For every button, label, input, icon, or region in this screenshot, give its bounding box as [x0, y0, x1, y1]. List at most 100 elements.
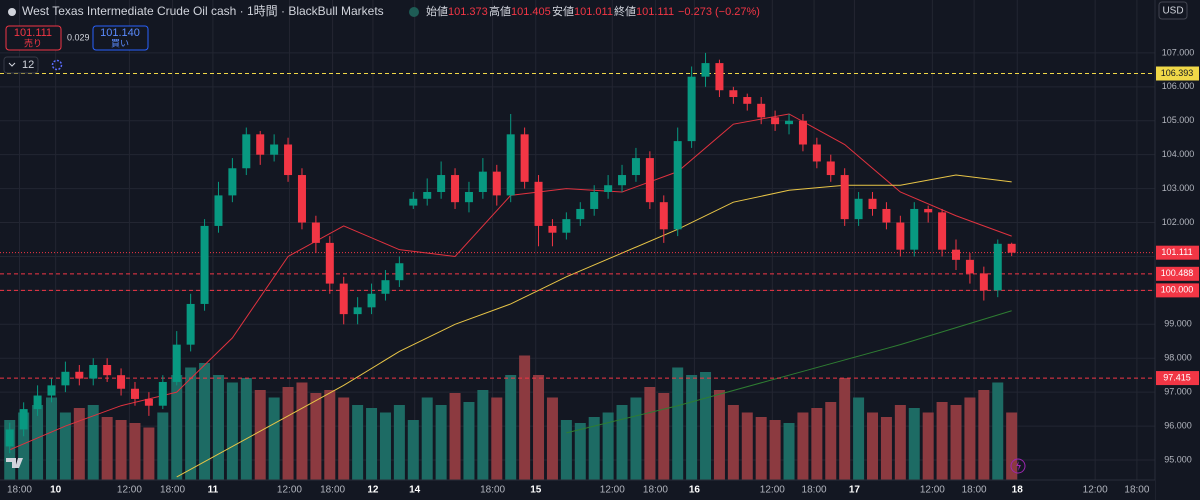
price-tag	[1156, 371, 1199, 386]
candle-body	[61, 371, 70, 386]
currency-button[interactable]	[1158, 1, 1188, 20]
volume-bar	[783, 423, 795, 480]
candle-body	[367, 293, 376, 308]
chart-title: West Texas Intermediate Crude Oil cash ·…	[22, 4, 384, 18]
y-tick-label: 103.000	[1162, 183, 1195, 193]
volume-bar	[727, 405, 739, 480]
candle-body	[47, 385, 56, 396]
candle-body	[826, 161, 835, 176]
volume-bar	[1006, 412, 1018, 480]
volume-bar	[407, 420, 419, 480]
candle-body	[228, 168, 237, 196]
candle-body	[506, 134, 515, 196]
bolt-icon	[1016, 461, 1021, 471]
x-tick-label: 18:00	[7, 485, 32, 496]
volume-bar	[366, 408, 378, 480]
candle-body	[117, 375, 126, 389]
volume-bar	[574, 423, 586, 480]
volume-bar	[964, 397, 976, 480]
high-label: 高値	[489, 4, 511, 18]
candle-body	[618, 175, 627, 186]
candle-body	[757, 103, 766, 118]
x-tick-label: 12:00	[920, 485, 945, 496]
x-tick-label: 12:00	[760, 485, 785, 496]
y-tick-label: 97.000	[1164, 387, 1192, 397]
candle-body	[103, 365, 112, 376]
volume-bar	[185, 367, 197, 480]
volume-bar	[45, 397, 57, 480]
candle-body	[395, 263, 404, 281]
candle-body	[464, 192, 473, 203]
volume-bar	[212, 375, 224, 480]
status-dot	[409, 7, 419, 17]
candle-body	[604, 185, 613, 192]
volume-bar	[797, 412, 809, 480]
volume-bar	[602, 412, 614, 480]
volume-bar	[630, 397, 642, 480]
candle-body	[492, 171, 501, 196]
volume-bar	[658, 393, 670, 480]
sell-button[interactable]	[5, 25, 62, 51]
candle-body	[172, 344, 181, 382]
y-tick-label: 106.000	[1162, 81, 1195, 91]
volume-bar	[379, 412, 391, 480]
x-tick-label: 18:00	[160, 485, 185, 496]
x-tick-label: 18:00	[802, 485, 827, 496]
overlays	[0, 73, 1155, 478]
volume-bar	[560, 420, 572, 480]
y-tick-label: 105.000	[1162, 115, 1195, 125]
candle-body	[715, 63, 724, 91]
volume-bar	[672, 367, 684, 480]
volume-bar	[588, 417, 600, 480]
candle-body	[576, 208, 585, 220]
volume-bar	[477, 390, 489, 480]
candle-body	[381, 280, 390, 294]
candle-body	[687, 76, 696, 142]
low-value: 101.011	[574, 6, 613, 18]
volume-bar	[700, 372, 712, 480]
y-tick-label: 99.000	[1164, 319, 1192, 329]
alert-icon[interactable]	[1010, 458, 1026, 474]
x-tick-label: 18	[1012, 485, 1024, 496]
y-tick-label: 107.000	[1162, 47, 1195, 57]
candle-body	[659, 202, 668, 230]
candle-body	[882, 208, 891, 223]
volume-bar	[950, 405, 962, 480]
x-tick-label: 12	[367, 485, 379, 496]
volume-bar	[546, 397, 558, 480]
volume-bar	[519, 355, 531, 480]
volume-bar	[352, 405, 364, 480]
volume-bar	[87, 405, 99, 480]
volume-bar	[533, 375, 545, 480]
volume-bar	[867, 412, 879, 480]
volume-bar	[644, 387, 656, 480]
candle-body	[520, 134, 529, 182]
close-value: 101.111	[636, 6, 674, 18]
axes: 95.00096.00097.00098.00099.000100.000101…	[7, 47, 1199, 496]
volume-bar	[254, 390, 266, 480]
candle-body	[423, 192, 432, 199]
high-value: 101.405	[511, 6, 551, 18]
chevron-icon	[8, 62, 16, 67]
buy-label: 買い	[111, 38, 129, 48]
candle-body	[5, 429, 14, 447]
volume-bar	[936, 402, 948, 480]
volume-bar	[853, 397, 865, 480]
indicator-toggle[interactable]	[3, 56, 39, 74]
logo	[6, 458, 23, 468]
candle-body	[910, 208, 919, 250]
volume-bar	[268, 397, 280, 480]
buy-button[interactable]	[92, 25, 149, 51]
candle-body	[270, 144, 279, 155]
candle-body	[242, 134, 251, 169]
volume-bar	[811, 408, 823, 480]
x-tick-label: 12:00	[277, 485, 302, 496]
candle-body	[854, 198, 863, 220]
y-tick-label: 95.000	[1164, 454, 1192, 464]
x-tick-label: 18:00	[1124, 485, 1149, 496]
volume-bar	[922, 412, 934, 480]
candle-body	[798, 120, 807, 145]
candle-body	[297, 175, 306, 223]
candle-body	[75, 371, 84, 379]
